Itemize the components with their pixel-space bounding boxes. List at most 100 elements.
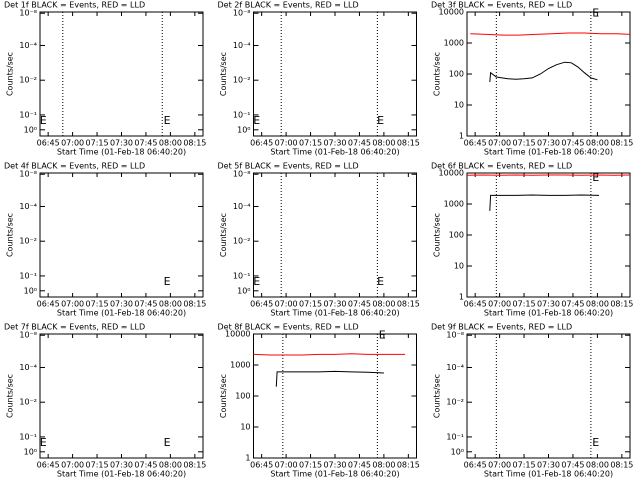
y-tick-label: 10⁻¹: [19, 110, 37, 119]
annotation: E: [164, 114, 171, 127]
x-tick-label: 07:45: [348, 300, 371, 309]
y-axis-label: Counts/sec: [433, 52, 442, 96]
y-tick-label: 1000: [230, 361, 250, 370]
y-tick-label: 10⁰: [451, 447, 464, 456]
y-tick-label: 10⁻²: [19, 398, 37, 407]
y-tick-label: 10⁻⁸: [19, 331, 37, 340]
x-tick-label: 08:00: [372, 461, 395, 470]
y-axis-label: Counts/sec: [219, 52, 228, 96]
annotation: E: [164, 275, 171, 288]
data-line: [470, 32, 631, 36]
x-tick-label: 07:45: [348, 461, 371, 470]
x-tick-label: 08:00: [372, 139, 395, 148]
y-tick-label: 10⁻²: [233, 76, 251, 85]
x-tick-label: 07:30: [110, 461, 133, 470]
x-tick-label: 06:45: [464, 461, 487, 470]
x-tick-label: 07:15: [299, 139, 322, 148]
x-tick-label: 08:15: [183, 300, 206, 309]
y-tick-label: 10⁻¹: [446, 432, 464, 441]
x-tick-label: 07:00: [61, 461, 84, 470]
chart-title: Det 5f BLACK = Events, RED = LLD: [218, 162, 359, 171]
x-tick-label: 07:00: [275, 461, 298, 470]
x-tick-label: 07:15: [86, 139, 109, 148]
y-tick-label: 10⁰: [237, 286, 250, 295]
x-axis-label: Start Time (01-Feb-18 06:40:20): [484, 309, 613, 318]
x-tick-label: 08:00: [159, 461, 182, 470]
y-tick-label: 10⁰: [237, 125, 250, 134]
y-tick-label: 10⁻⁴: [233, 202, 251, 211]
y-axis-label: Counts/sec: [219, 374, 228, 418]
y-tick-label: 10⁰: [24, 286, 37, 295]
x-tick-label: 07:00: [488, 300, 511, 309]
y-tick-label: 10000: [225, 330, 250, 339]
x-tick-label: 07:30: [537, 139, 560, 148]
x-tick-label: 08:15: [183, 139, 206, 148]
x-tick-label: 08:15: [183, 461, 206, 470]
x-tick-label: 07:00: [275, 139, 298, 148]
annotation: E: [592, 171, 599, 184]
x-tick-label: 07:15: [299, 461, 322, 470]
y-tick-label: 10⁻²: [19, 237, 37, 246]
plot-frame: [466, 11, 631, 137]
x-tick-label: 08:00: [586, 300, 609, 309]
annotation: E: [40, 436, 47, 449]
x-tick-label: 08:15: [397, 461, 420, 470]
y-tick-label: 10⁻⁸: [19, 170, 37, 179]
x-tick-label: 07:45: [134, 139, 157, 148]
plot-frame: [466, 172, 631, 298]
chart-title: Det 4f BLACK = Events, RED = LLD: [4, 162, 145, 171]
y-tick-label: 1: [245, 454, 250, 463]
y-tick-label: 10⁻⁴: [446, 363, 464, 372]
y-tick-label: 10⁻⁸: [446, 331, 464, 340]
x-tick-label: 06:45: [37, 300, 60, 309]
y-tick-label: 10⁻²: [446, 398, 464, 407]
y-tick-label: 10⁻⁴: [19, 363, 37, 372]
y-tick-label: 10⁻⁸: [233, 170, 251, 179]
y-tick-label: 10⁰: [24, 447, 37, 456]
y-tick-label: 1000: [444, 200, 464, 209]
x-tick-label: 07:00: [488, 461, 511, 470]
plot-frame: [253, 333, 417, 459]
y-tick-label: 10⁻⁴: [19, 41, 37, 50]
x-tick-label: 07:00: [488, 139, 511, 148]
y-tick-label: 10⁻¹: [233, 271, 251, 280]
y-tick-label: 10: [454, 262, 464, 271]
x-tick-label: 07:45: [561, 300, 584, 309]
x-tick-label: 07:45: [561, 461, 584, 470]
y-tick-label: 10000: [439, 169, 464, 178]
x-tick-label: 06:45: [250, 139, 273, 148]
x-tick-label: 06:45: [37, 139, 60, 148]
annotation: E: [253, 275, 260, 288]
annotation: E: [40, 114, 47, 127]
x-tick-label: 08:15: [397, 139, 420, 148]
y-axis-label: Counts/sec: [433, 374, 442, 418]
x-tick-label: 07:00: [61, 139, 84, 148]
x-axis-label: Start Time (01-Feb-18 06:40:20): [57, 470, 186, 479]
x-tick-label: 07:15: [513, 461, 536, 470]
data-line: [489, 61, 598, 83]
y-tick-label: 10⁻⁸: [19, 9, 37, 18]
x-tick-label: 08:00: [159, 300, 182, 309]
y-tick-label: 10⁰: [24, 125, 37, 134]
chart-title: Det 8f BLACK = Events, RED = LLD: [218, 323, 359, 332]
plot-frame: [39, 333, 204, 459]
x-axis-label: Start Time (01-Feb-18 06:40:20): [484, 148, 613, 157]
chart-title: Det 6f BLACK = Events, RED = LLD: [431, 162, 572, 171]
y-axis-label: Counts/sec: [6, 374, 15, 418]
x-tick-label: 08:15: [610, 461, 633, 470]
y-axis-label: Counts/sec: [6, 52, 15, 96]
annotation: E: [379, 328, 386, 341]
x-axis-label: Start Time (01-Feb-18 06:40:20): [57, 148, 186, 157]
x-tick-label: 07:15: [86, 300, 109, 309]
y-tick-label: 10⁻¹: [19, 432, 37, 441]
y-tick-label: 10⁻⁸: [233, 9, 251, 18]
x-tick-label: 07:45: [348, 139, 371, 148]
x-tick-label: 07:30: [110, 300, 133, 309]
plot-frame: [39, 11, 204, 137]
x-tick-label: 06:45: [37, 461, 60, 470]
annotation: E: [253, 114, 260, 127]
y-tick-label: 100: [235, 392, 250, 401]
x-tick-label: 07:30: [110, 139, 133, 148]
y-tick-label: 10⁻²: [19, 76, 37, 85]
